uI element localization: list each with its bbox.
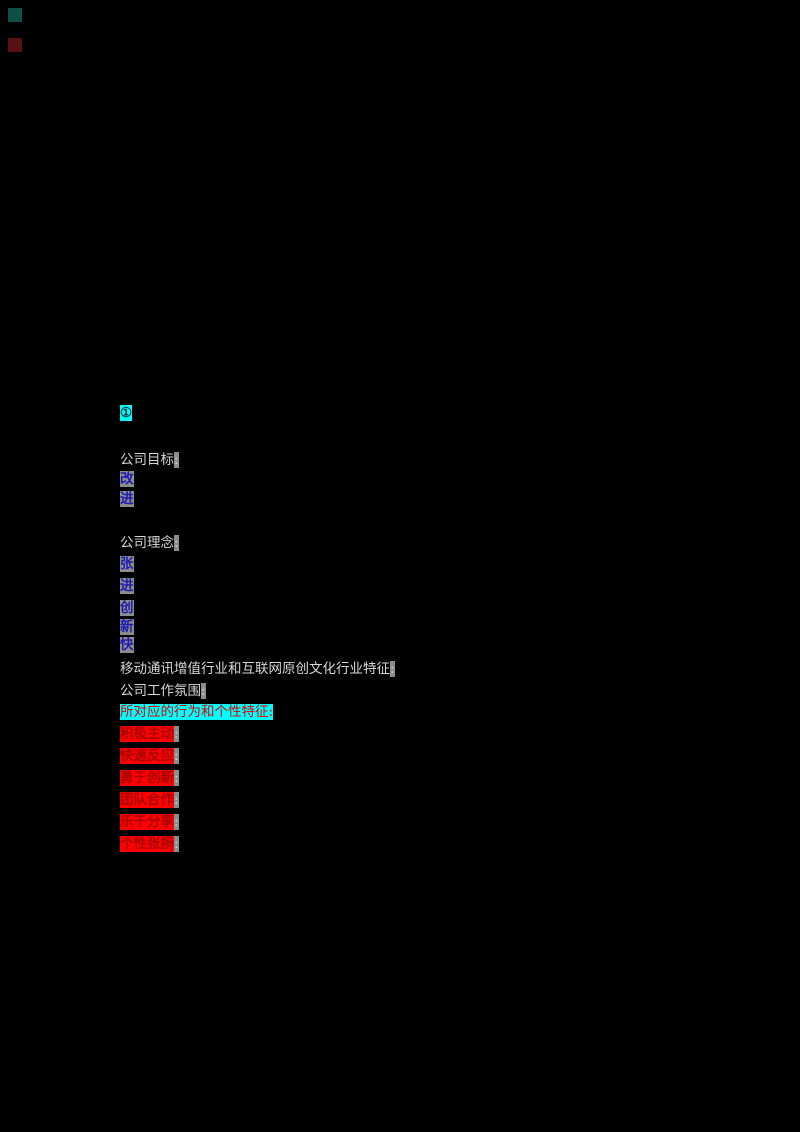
- heading-behavior-traits: 所对应的行为和个性特征:: [120, 704, 274, 720]
- trait-2-colon: :: [174, 748, 179, 764]
- trait-4-colon: :: [174, 792, 179, 808]
- heading-company-goal-text: 公司目标: [120, 452, 174, 468]
- circled-number-marker: ①: [120, 405, 133, 421]
- heading-industry-features-colon: :: [390, 661, 395, 677]
- heading-work-atmosphere: 公司工作氛围:: [120, 683, 206, 700]
- heading-company-goal-colon: :: [174, 452, 179, 468]
- goal-highlight-item-1: 改: [120, 471, 134, 487]
- trait-5-colon: :: [174, 814, 179, 830]
- idea-highlight-item-2: 进: [120, 578, 134, 594]
- trait-row: 勇于创新:: [120, 770, 179, 787]
- idea-highlight-item-5: 快: [120, 637, 134, 653]
- trait-row: 团队合作:: [120, 792, 179, 809]
- trait-2-text: 快速反应: [120, 748, 174, 764]
- corner-mark-maroon: [8, 38, 22, 52]
- trait-1-colon: :: [174, 726, 179, 742]
- goal-highlight-item-2: 进: [120, 491, 134, 507]
- heading-industry-features: 移动通讯增值行业和互联网原创文化行业特征:: [120, 661, 395, 678]
- heading-work-atmosphere-colon: :: [201, 683, 206, 699]
- trait-row: 快速反应:: [120, 748, 179, 765]
- heading-industry-features-text: 移动通讯增值行业和互联网原创文化行业特征: [120, 661, 390, 677]
- idea-highlight-item-3: 创: [120, 600, 134, 616]
- trait-4-text: 团队合作: [120, 792, 174, 808]
- heading-company-idea-colon: :: [174, 535, 179, 551]
- corner-mark-teal: [8, 8, 22, 22]
- idea-highlight-item-4: 新: [120, 619, 134, 635]
- idea-highlight-item-1: 张: [120, 556, 134, 572]
- trait-6-colon: :: [174, 836, 179, 852]
- trait-5-text: 乐于分享: [120, 814, 174, 830]
- trait-6-text: 个性张扬: [120, 836, 174, 852]
- heading-company-idea: 公司理念:: [120, 535, 179, 552]
- trait-3-text: 勇于创新: [120, 770, 174, 786]
- heading-company-goal: 公司目标:: [120, 452, 179, 469]
- heading-company-idea-text: 公司理念: [120, 535, 174, 551]
- trait-row: 乐于分享:: [120, 814, 179, 831]
- trait-row: 积极主动:: [120, 726, 179, 743]
- trait-row: 个性张扬:: [120, 836, 179, 853]
- trait-3-colon: :: [174, 770, 179, 786]
- heading-work-atmosphere-text: 公司工作氛围: [120, 683, 201, 699]
- trait-1-text: 积极主动: [120, 726, 174, 742]
